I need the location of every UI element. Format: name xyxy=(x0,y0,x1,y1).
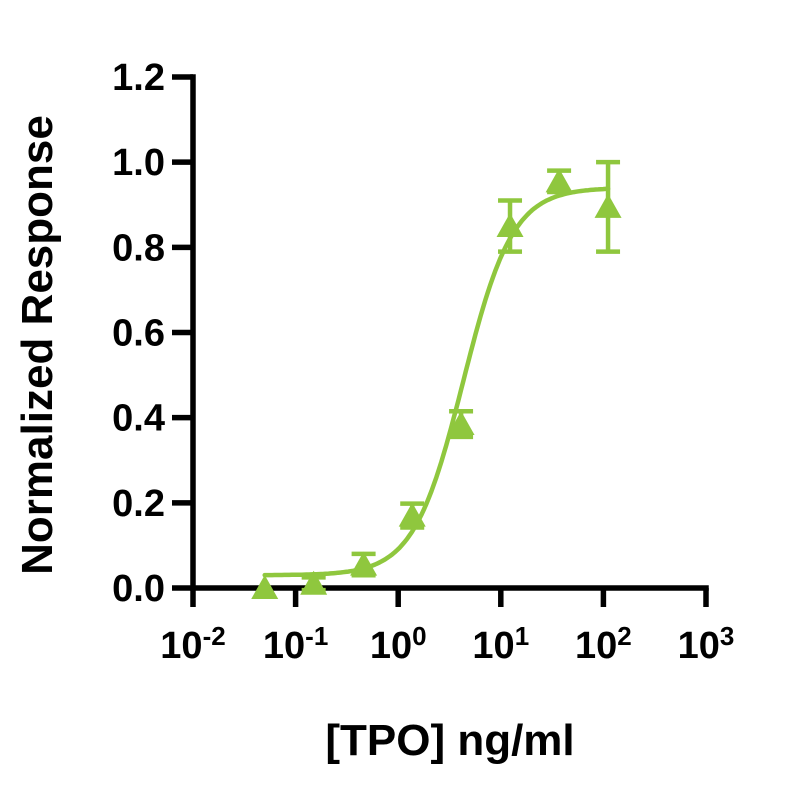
y-tick-label: 1.0 xyxy=(112,142,165,184)
data-point-marker xyxy=(350,551,378,576)
data-point-marker xyxy=(300,570,328,595)
y-tick-label: 0.4 xyxy=(112,398,165,440)
x-axis-title: [TPO] ng/ml xyxy=(325,716,574,765)
data-point-marker xyxy=(447,411,475,436)
data-point-marker xyxy=(545,168,573,193)
axis-lines xyxy=(190,74,709,591)
x-tick-label: 101 xyxy=(472,621,529,667)
y-axis-title: Normalized Response xyxy=(13,115,62,575)
x-tick-label: 102 xyxy=(575,621,632,667)
y-tick-label: 0.6 xyxy=(112,313,165,355)
axes-layer: 0.0 0.2 0.4 0.6 0.8 1.0 1.2 10-2 10-1 100 101 102 10… xyxy=(112,57,734,667)
data-point-marker xyxy=(496,213,524,238)
x-tick-label: 100 xyxy=(370,621,427,667)
fit-curve xyxy=(262,186,611,578)
x-tick-label: 10-2 xyxy=(160,621,225,667)
data-point-marker xyxy=(594,193,622,218)
series-layer xyxy=(251,159,622,599)
data-point-marker xyxy=(251,575,279,599)
y-tick-label: 0.2 xyxy=(112,483,165,525)
data-point-marker xyxy=(398,502,426,527)
y-tick-label: 0.8 xyxy=(112,227,165,269)
x-tick-label: 103 xyxy=(678,621,735,667)
y-tick-label: 0.0 xyxy=(112,568,165,610)
y-tick-label: 1.2 xyxy=(112,57,165,99)
x-tick-label: 10-1 xyxy=(263,621,328,667)
